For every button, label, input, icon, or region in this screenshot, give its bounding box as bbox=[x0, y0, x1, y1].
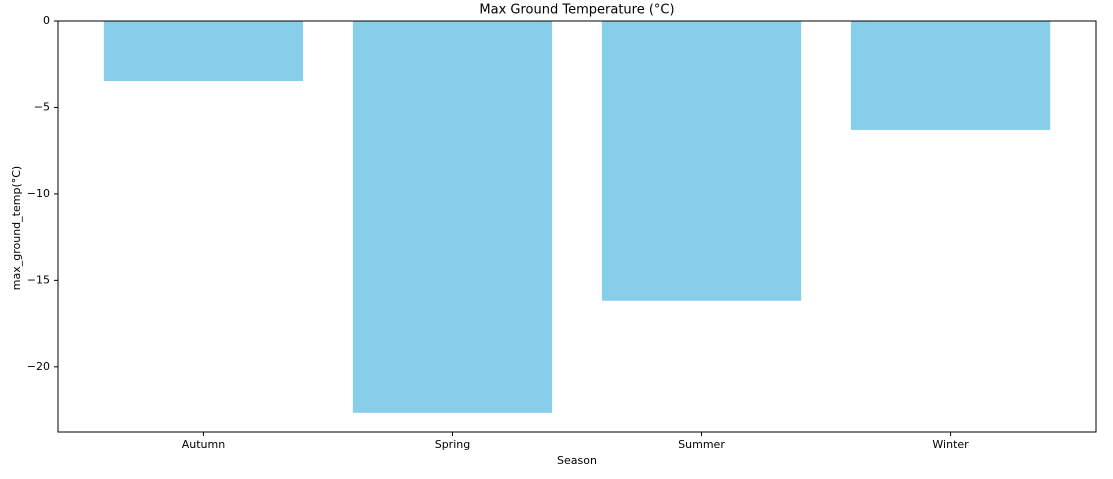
y-tick-label: 0 bbox=[43, 14, 50, 27]
y-tick-label: −10 bbox=[27, 187, 50, 200]
y-tick-label: −15 bbox=[27, 273, 50, 286]
bar bbox=[601, 21, 802, 301]
x-tick-label: Autumn bbox=[182, 438, 225, 451]
y-axis-label: max_ground_temp(°C) bbox=[10, 166, 23, 290]
plot-frame bbox=[57, 20, 1097, 433]
x-axis-label: Season bbox=[557, 454, 597, 467]
bar bbox=[103, 21, 304, 81]
x-tick-label: Winter bbox=[932, 438, 969, 451]
x-tick-label: Spring bbox=[435, 438, 471, 451]
bar bbox=[352, 21, 553, 413]
y-tick-label: −5 bbox=[34, 100, 50, 113]
x-tick-label: Summer bbox=[678, 438, 725, 451]
bar bbox=[850, 21, 1051, 130]
y-tick-label: −20 bbox=[27, 360, 50, 373]
chart-title: Max Ground Temperature (°C) bbox=[479, 3, 674, 18]
